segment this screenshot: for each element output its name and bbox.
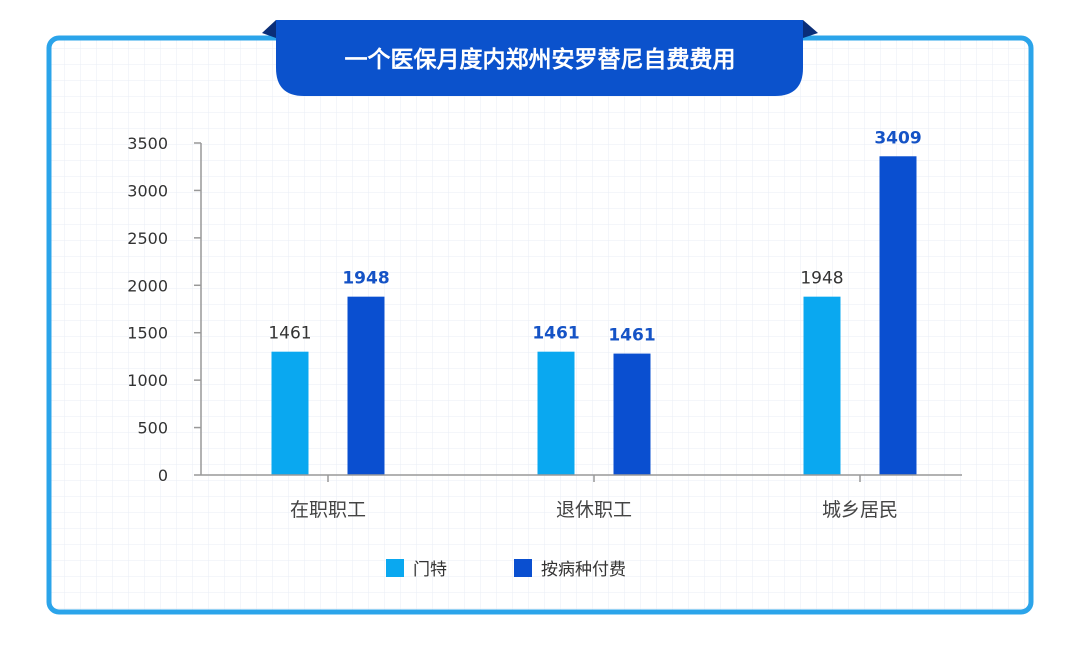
bar-mente [537,351,575,475]
title-banner: 一个医保月度内郑州安罗替尼自费费用 [262,20,818,96]
legend-label: 门特 [413,560,447,580]
y-tick-label: 3500 [127,134,168,153]
bars [271,156,917,475]
y-tick-label: 1000 [127,371,168,390]
axes: 0 500 1000 1500 2000 2500 3000 3500 在职职工 退休职工 城乡居民 [127,134,962,521]
legend: 门特 按病种付费 [386,559,626,580]
x-category-label: 退休职工 [556,499,632,521]
legend-item: 按病种付费 [514,559,626,580]
bar-mente [271,351,309,475]
bar-value-label: 1948 [342,269,389,289]
bar-value-label: 1461 [608,326,655,346]
bar-anbingzhong [879,156,917,475]
value-labels: 1461 1461 1948 1948 1461 3409 [268,128,921,345]
y-tick-label: 3000 [127,181,168,200]
bar-value-label: 3409 [874,128,921,148]
legend-item: 门特 [386,559,447,580]
legend-swatch [514,559,532,577]
y-tick-label: 0 [158,466,168,485]
chart-title: 一个医保月度内郑州安罗替尼自费费用 [345,46,736,73]
x-category-label: 城乡居民 [822,499,898,521]
x-category-label: 在职职工 [290,499,366,521]
bar-mente [803,296,841,475]
bar-value-label: 1461 [532,324,579,344]
bar-anbingzhong [347,296,385,475]
title-banner-tab-left [262,20,276,38]
bar-value-label: 1948 [800,269,843,289]
y-tick-label: 1500 [127,324,168,343]
title-banner-tab-right [803,20,818,38]
y-tick-label: 2500 [127,229,168,248]
y-tick-label: 500 [137,419,168,438]
bar-anbingzhong [613,353,651,475]
legend-swatch [386,559,404,577]
y-tick-label: 2000 [127,276,168,295]
bar-value-label: 1461 [268,324,311,344]
title-banner-shape [276,20,803,96]
legend-label: 按病种付费 [541,560,626,580]
